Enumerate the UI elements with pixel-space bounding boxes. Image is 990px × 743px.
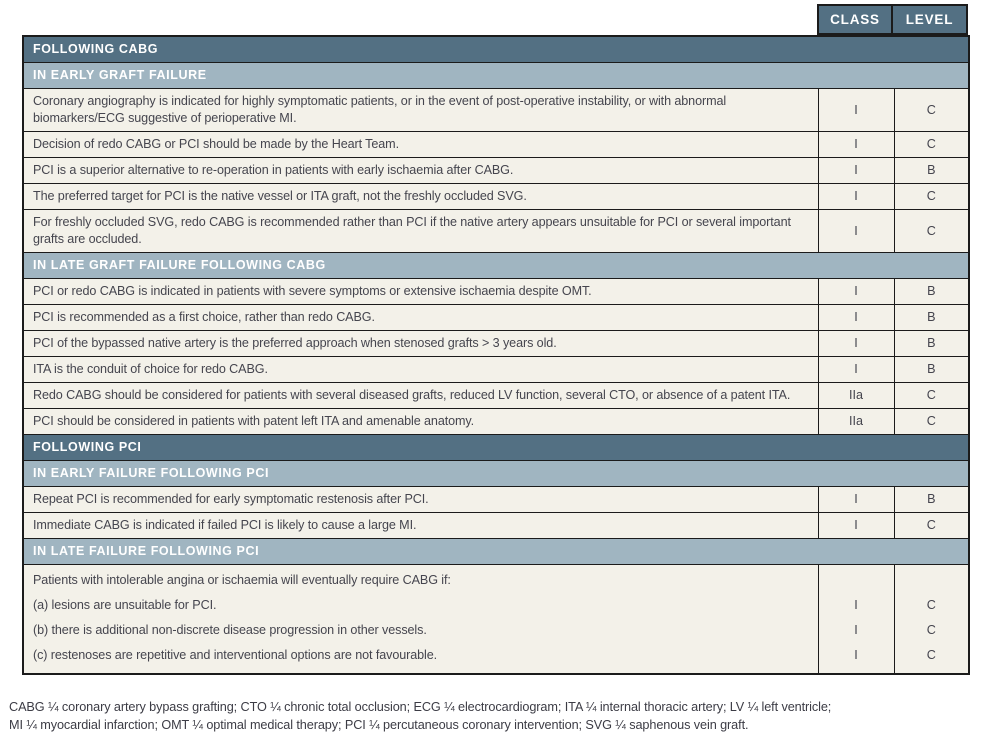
recommendation-text: Redo CABG should be considered for patie… xyxy=(22,381,819,409)
class-cell: I xyxy=(817,277,895,305)
recommendation-row: Decision of redo CABG or PCI should be m… xyxy=(22,130,970,158)
multi-intro-line: Patients with intolerable angina or isch… xyxy=(33,572,451,587)
recommendation-row: PCI is a superior alternative to re-oper… xyxy=(22,156,970,184)
recommendation-row: PCI of the bypassed native artery is the… xyxy=(22,329,970,357)
level-cell: C xyxy=(893,511,970,539)
recommendation-text: For freshly occluded SVG, redo CABG is r… xyxy=(22,208,819,253)
recommendation-text: The preferred target for PCI is the nati… xyxy=(22,182,819,210)
level-cell: C xyxy=(893,407,970,435)
recommendation-row: Redo CABG should be considered for patie… xyxy=(22,381,970,409)
recommendation-row: The preferred target for PCI is the nati… xyxy=(22,182,970,210)
class-cell: IIa xyxy=(817,407,895,435)
class-item-b: I xyxy=(854,622,858,637)
level-item-c: C xyxy=(926,647,936,662)
class-cell: I xyxy=(817,303,895,331)
class-cell: I xyxy=(817,130,895,158)
level-cell: C xyxy=(893,182,970,210)
recommendation-text: Repeat PCI is recommended for early symp… xyxy=(22,485,819,513)
section-header-label: FOLLOWING PCI xyxy=(22,433,970,461)
subsection-header-row: IN EARLY FAILURE FOLLOWING PCI xyxy=(22,459,970,487)
recommendation-row-multi: Patients with intolerable angina or isch… xyxy=(22,563,970,674)
section-header-row: FOLLOWING PCI xyxy=(22,433,970,461)
level-cell: B xyxy=(893,329,970,357)
class-item-a: I xyxy=(854,597,858,612)
subsection-header-row: IN LATE GRAFT FAILURE FOLLOWING CABG xyxy=(22,251,970,279)
recommendation-text: PCI should be considered in patients wit… xyxy=(22,407,819,435)
class-cell: I xyxy=(817,87,895,132)
subsection-header-row: IN EARLY GRAFT FAILURE xyxy=(22,61,970,89)
level-cell: B xyxy=(893,156,970,184)
subsection-header-label: IN EARLY GRAFT FAILURE xyxy=(22,61,970,89)
section-header-label: FOLLOWING CABG xyxy=(22,35,970,63)
class-cell: I xyxy=(817,156,895,184)
class-cell: I xyxy=(817,355,895,383)
subsection-header-row: IN LATE FAILURE FOLLOWING PCI xyxy=(22,537,970,565)
level-cell: B xyxy=(893,485,970,513)
recommendation-row: For freshly occluded SVG, redo CABG is r… xyxy=(22,208,970,253)
level-cell: C xyxy=(893,87,970,132)
class-cell: I xyxy=(817,208,895,253)
class-cell: IIa xyxy=(817,381,895,409)
multi-item-b: (b) there is additional non-discrete dis… xyxy=(33,622,427,637)
section-header-row: FOLLOWING CABG xyxy=(22,35,970,63)
subsection-header-label: IN LATE GRAFT FAILURE FOLLOWING CABG xyxy=(22,251,970,279)
recommendation-text: PCI of the bypassed native artery is the… xyxy=(22,329,819,357)
level-blank-line xyxy=(896,568,968,593)
class-cell: I xyxy=(817,182,895,210)
recommendation-text: PCI or redo CABG is indicated in patient… xyxy=(22,277,819,305)
class-blank-line xyxy=(820,568,893,593)
class-cell: I xyxy=(817,329,895,357)
recommendation-row: PCI should be considered in patients wit… xyxy=(22,407,970,435)
recommendation-text: PCI is a superior alternative to re-oper… xyxy=(22,156,819,184)
recommendation-text: Coronary angiography is indicated for hi… xyxy=(22,87,819,132)
multi-item-a: (a) lesions are unsuitable for PCI. xyxy=(33,597,217,612)
level-cell: C xyxy=(893,208,970,253)
recommendations-table-wrap: CLASS LEVEL FOLLOWING CABG IN EARLY GRAF… xyxy=(22,4,971,675)
recommendations-table: FOLLOWING CABG IN EARLY GRAFT FAILURE Co… xyxy=(22,35,971,675)
abbreviations-footnote: CABG ¼ coronary artery bypass grafting; … xyxy=(9,698,984,734)
footnote-line-2: MI ¼ myocardial infarction; OMT ¼ optima… xyxy=(9,718,749,732)
subsection-header-label: IN EARLY FAILURE FOLLOWING PCI xyxy=(22,459,970,487)
level-item-a: C xyxy=(926,597,936,612)
class-column-header: CLASS xyxy=(817,4,893,35)
class-cell: I xyxy=(817,485,895,513)
level-cell: B xyxy=(893,355,970,383)
column-header-spacer xyxy=(22,4,817,35)
recommendation-text: Patients with intolerable angina or isch… xyxy=(22,563,819,674)
class-item-c: I xyxy=(854,647,858,662)
recommendation-row: PCI or redo CABG is indicated in patient… xyxy=(22,277,970,305)
level-item-b: C xyxy=(926,622,936,637)
subsection-header-label: IN LATE FAILURE FOLLOWING PCI xyxy=(22,537,970,565)
level-cell: C C C xyxy=(893,563,970,674)
recommendation-row: ITA is the conduit of choice for redo CA… xyxy=(22,355,970,383)
level-cell: B xyxy=(893,303,970,331)
recommendation-row: PCI is recommended as a first choice, ra… xyxy=(22,303,970,331)
recommendation-row: Coronary angiography is indicated for hi… xyxy=(22,87,970,132)
level-cell: B xyxy=(893,277,970,305)
recommendation-text: PCI is recommended as a first choice, ra… xyxy=(22,303,819,331)
recommendation-row: Immediate CABG is indicated if failed PC… xyxy=(22,511,970,539)
class-cell: I I I xyxy=(817,563,895,674)
recommendation-row: Repeat PCI is recommended for early symp… xyxy=(22,485,970,513)
column-headers-row: CLASS LEVEL xyxy=(22,4,970,35)
level-column-header: LEVEL xyxy=(893,4,968,35)
level-cell: C xyxy=(893,381,970,409)
footnote-line-1: CABG ¼ coronary artery bypass grafting; … xyxy=(9,700,832,714)
multi-item-c: (c) restenoses are repetitive and interv… xyxy=(33,647,438,662)
recommendation-text: Immediate CABG is indicated if failed PC… xyxy=(22,511,819,539)
recommendation-text: ITA is the conduit of choice for redo CA… xyxy=(22,355,819,383)
class-cell: I xyxy=(817,511,895,539)
recommendation-text: Decision of redo CABG or PCI should be m… xyxy=(22,130,819,158)
level-cell: C xyxy=(893,130,970,158)
